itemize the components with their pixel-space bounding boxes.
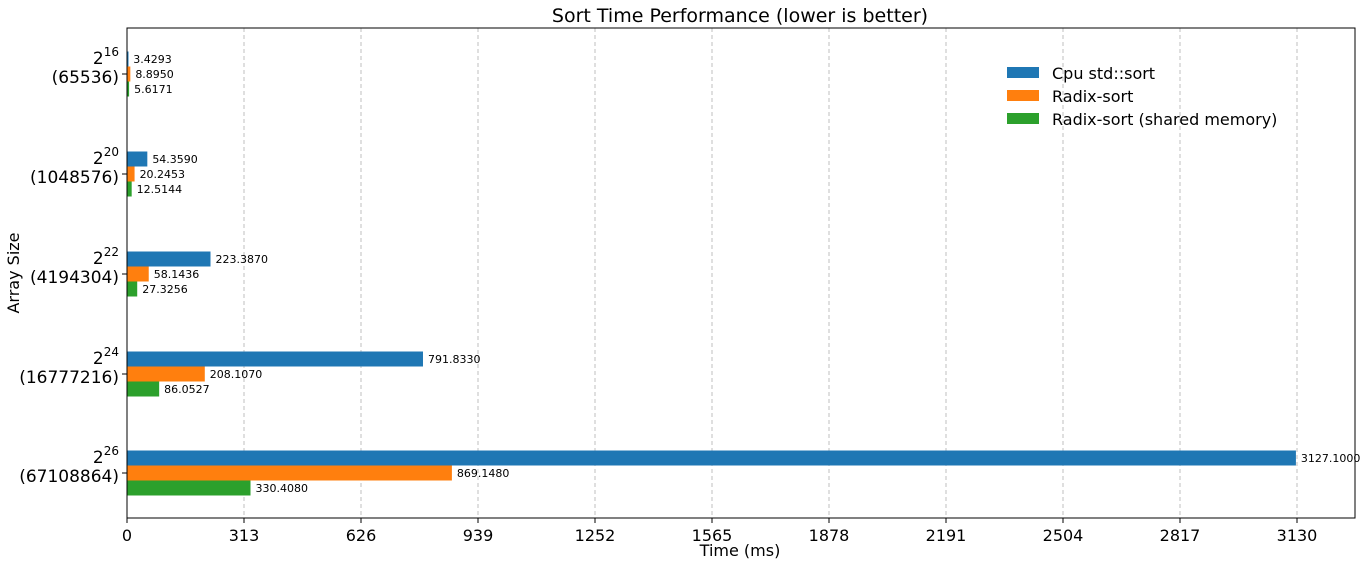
legend-swatch	[1007, 113, 1039, 124]
data-label: 5.6171	[134, 83, 173, 96]
bar	[127, 480, 251, 496]
legend-label: Radix-sort	[1052, 87, 1133, 106]
grid-lines	[243, 28, 1298, 518]
y-tick-label-power: 224	[93, 345, 119, 369]
x-tick-label: 939	[463, 526, 494, 545]
bar	[127, 266, 149, 282]
legend-label: Cpu std::sort	[1052, 64, 1155, 83]
data-label: 54.3590	[152, 153, 198, 166]
data-label: 3.4293	[133, 53, 172, 66]
chart-title: Sort Time Performance (lower is better)	[552, 5, 928, 27]
data-label: 330.4080	[256, 482, 309, 495]
y-tick-label-power: 216	[93, 45, 119, 69]
x-tick-label: 313	[229, 526, 260, 545]
plot-frame	[126, 27, 1356, 519]
data-label: 58.1436	[154, 268, 200, 281]
x-axis-ticks: 0 313 626 939 1252 1565 1878 2191 2504 2817 3130	[122, 518, 1317, 545]
bar	[127, 281, 138, 297]
x-axis-label: Time (ms)	[699, 541, 781, 560]
bar	[127, 465, 452, 481]
legend-swatch	[1007, 90, 1039, 101]
y-tick-label-power: 226	[93, 444, 119, 468]
y-tick-label-value: (65536)	[52, 68, 119, 88]
data-label: 208.1070	[210, 368, 263, 381]
bar	[127, 381, 160, 397]
bars	[127, 51, 1296, 496]
y-tick-label-value: (1048576)	[30, 168, 119, 188]
data-label: 791.8330	[428, 353, 481, 366]
x-tick-label: 2504	[1043, 526, 1084, 545]
bar	[127, 66, 131, 82]
bar	[127, 151, 148, 167]
x-tick-label: 2191	[926, 526, 967, 545]
bar	[127, 450, 1296, 466]
data-label: 12.5144	[137, 183, 183, 196]
data-label: 86.0527	[164, 383, 210, 396]
x-tick-label: 1252	[575, 526, 616, 545]
data-label: 8.8950	[135, 68, 174, 81]
data-label: 869.1480	[457, 467, 510, 480]
bar	[127, 81, 130, 97]
bar	[127, 351, 423, 367]
x-tick-label: 3130	[1277, 526, 1318, 545]
y-tick-label-power: 222	[93, 245, 119, 269]
legend-swatch	[1007, 67, 1039, 78]
bar	[127, 181, 132, 197]
data-labels: 3.4293 54.3590 223.3870 791.8330 3127.1000 8.…	[133, 53, 1360, 495]
legend-label: Radix-sort (shared memory)	[1052, 110, 1277, 129]
x-tick-label: 0	[122, 526, 132, 545]
y-axis-ticks: 216(65536) 220(1048576) 222(4194304) 224(16…	[19, 45, 127, 487]
data-label: 27.3256	[142, 283, 188, 296]
bar	[127, 51, 129, 67]
y-tick-label-value: (4194304)	[30, 268, 119, 288]
y-tick-label-value: (67108864)	[19, 467, 119, 487]
x-tick-label: 1878	[809, 526, 850, 545]
data-label: 20.2453	[140, 168, 186, 181]
bar	[127, 366, 205, 382]
y-tick-label-value: (16777216)	[19, 368, 119, 388]
bar	[127, 166, 135, 182]
x-tick-label: 2817	[1160, 526, 1201, 545]
bar	[127, 251, 211, 267]
data-label: 3127.1000	[1301, 452, 1361, 465]
x-tick-label: 1565	[692, 526, 733, 545]
x-tick-label: 626	[346, 526, 377, 545]
y-tick-label-power: 220	[93, 145, 119, 169]
y-axis-label: Array Size	[4, 232, 23, 313]
data-label: 223.3870	[216, 253, 269, 266]
